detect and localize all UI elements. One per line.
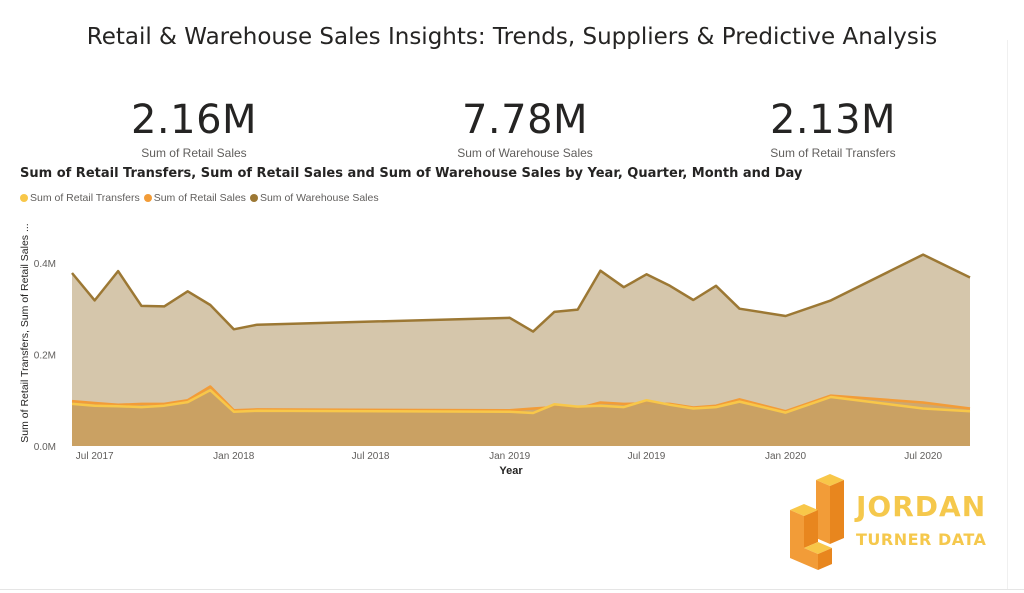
y-tick-label: 0.4M bbox=[34, 259, 56, 270]
x-tick-label: Jan 2018 bbox=[213, 451, 255, 462]
kpi-label: Sum of Warehouse Sales bbox=[457, 146, 593, 160]
legend-label: Sum of Warehouse Sales bbox=[259, 192, 379, 204]
x-axis-title: Year bbox=[499, 465, 523, 477]
legend-item-retail-transfers[interactable]: Sum of Retail Transfers bbox=[20, 192, 140, 204]
y-tick-label: 0.0M bbox=[34, 442, 56, 453]
legend-label: Sum of Retail Sales bbox=[153, 192, 246, 204]
x-tick-label: Jan 2020 bbox=[765, 451, 807, 462]
x-tick-label: Jul 2019 bbox=[628, 451, 666, 462]
divider bbox=[0, 589, 1024, 590]
kpi-value: 2.16M bbox=[130, 97, 258, 143]
area-sum-of-warehouse-sales bbox=[72, 254, 970, 446]
x-tick-label: Jan 2019 bbox=[489, 451, 531, 462]
divider bbox=[1007, 40, 1008, 590]
line-sum-of-retail-transfers bbox=[71, 388, 971, 415]
x-tick-label: Jul 2017 bbox=[76, 451, 114, 462]
page-title: Retail & Warehouse Sales Insights: Trend… bbox=[86, 24, 938, 50]
legend-dot-icon bbox=[249, 194, 258, 202]
legend-dot-icon bbox=[20, 194, 28, 202]
kpi-label: Sum of Retail Sales bbox=[141, 146, 247, 160]
kpi-card-retail-sales[interactable]: 2.16M Sum of Retail Sales bbox=[64, 98, 324, 160]
y-axis-title: Sum of Retail Transfers, Sum of Retail S… bbox=[19, 223, 31, 442]
y-tick-label: 0.2M bbox=[34, 350, 56, 361]
legend-item-retail-sales[interactable]: Sum of Retail Sales bbox=[143, 192, 246, 204]
legend-label: Sum of Retail Transfers bbox=[30, 192, 140, 204]
chart-title: Sum of Retail Transfers, Sum of Retail S… bbox=[20, 166, 803, 181]
legend-dot-icon bbox=[143, 194, 152, 202]
kpi-value: 7.78M bbox=[461, 97, 589, 143]
line-sum-of-warehouse-sales bbox=[71, 253, 971, 333]
x-tick-label: Jul 2020 bbox=[904, 451, 942, 462]
legend-item-warehouse-sales[interactable]: Sum of Warehouse Sales bbox=[249, 192, 379, 204]
kpi-value: 2.13M bbox=[769, 97, 897, 143]
x-tick-label: Jul 2018 bbox=[352, 451, 390, 462]
brand-name: JORDAN bbox=[856, 490, 987, 523]
kpi-label: Sum of Retail Transfers bbox=[770, 146, 896, 160]
jordan-turner-data-logo-icon bbox=[790, 474, 844, 570]
kpi-card-warehouse-sales[interactable]: 7.78M Sum of Warehouse Sales bbox=[395, 98, 655, 160]
kpi-card-retail-transfers[interactable]: 2.13M Sum of Retail Transfers bbox=[703, 98, 963, 160]
chart-legend: Sum of Retail Transfers Sum of Retail Sa… bbox=[20, 192, 383, 204]
brand-subtitle: TURNER DATA bbox=[856, 530, 987, 549]
